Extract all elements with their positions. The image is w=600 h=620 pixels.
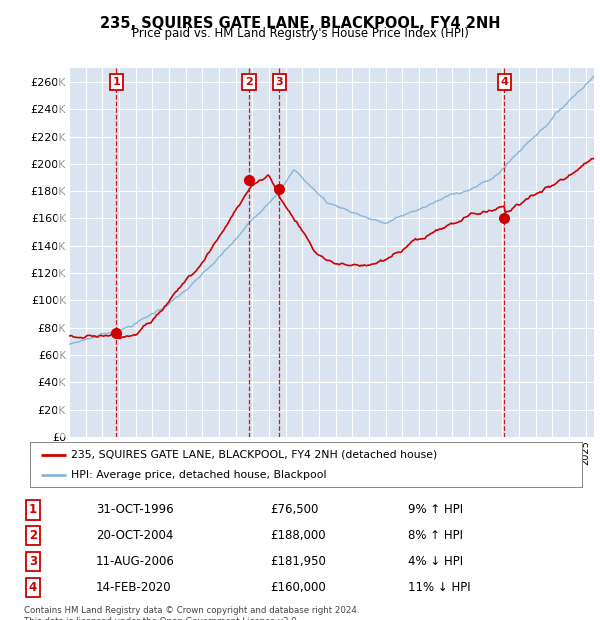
Text: 235, SQUIRES GATE LANE, BLACKPOOL, FY4 2NH: 235, SQUIRES GATE LANE, BLACKPOOL, FY4 2… <box>100 16 500 30</box>
Text: £188,000: £188,000 <box>270 529 326 542</box>
Text: 11% ↓ HPI: 11% ↓ HPI <box>408 581 470 594</box>
Text: 4% ↓ HPI: 4% ↓ HPI <box>408 555 463 568</box>
Text: 14-FEB-2020: 14-FEB-2020 <box>96 581 172 594</box>
Text: 11-AUG-2006: 11-AUG-2006 <box>96 555 175 568</box>
Text: 8% ↑ HPI: 8% ↑ HPI <box>408 529 463 542</box>
Text: Price paid vs. HM Land Registry's House Price Index (HPI): Price paid vs. HM Land Registry's House … <box>131 27 469 40</box>
Text: £76,500: £76,500 <box>270 503 319 516</box>
Text: 235, SQUIRES GATE LANE, BLACKPOOL, FY4 2NH (detached house): 235, SQUIRES GATE LANE, BLACKPOOL, FY4 2… <box>71 450 437 459</box>
Text: 2: 2 <box>29 529 37 542</box>
Text: £181,950: £181,950 <box>270 555 326 568</box>
Text: HPI: Average price, detached house, Blackpool: HPI: Average price, detached house, Blac… <box>71 469 327 480</box>
Text: 1: 1 <box>29 503 37 516</box>
Text: 3: 3 <box>275 77 283 87</box>
Text: Contains HM Land Registry data © Crown copyright and database right 2024.
This d: Contains HM Land Registry data © Crown c… <box>24 606 359 620</box>
Text: 2: 2 <box>245 77 253 87</box>
Text: 20-OCT-2004: 20-OCT-2004 <box>96 529 173 542</box>
Text: 4: 4 <box>29 581 37 594</box>
Text: £160,000: £160,000 <box>270 581 326 594</box>
Text: 1: 1 <box>112 77 120 87</box>
Text: 4: 4 <box>500 77 508 87</box>
Text: 31-OCT-1996: 31-OCT-1996 <box>96 503 173 516</box>
Text: 9% ↑ HPI: 9% ↑ HPI <box>408 503 463 516</box>
Text: 3: 3 <box>29 555 37 568</box>
